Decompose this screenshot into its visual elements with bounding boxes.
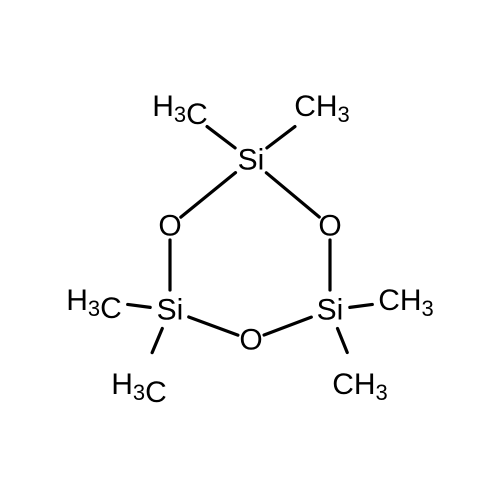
- atom-label: Si: [157, 294, 184, 327]
- atom-label: CH3: [332, 368, 388, 405]
- atom-label: CH3: [378, 284, 434, 321]
- bond: [338, 329, 348, 353]
- bond: [128, 304, 150, 307]
- molecule-diagram: Si O O Si Si O H3C CH3 H3C H3C CH3 CH3: [0, 0, 500, 500]
- bond: [181, 173, 236, 218]
- atom-label: H3C: [66, 284, 122, 325]
- bond: [264, 317, 311, 335]
- bond: [207, 127, 235, 148]
- atom-label: H3C: [152, 90, 208, 131]
- atom-label: Si: [317, 294, 344, 327]
- bond: [266, 173, 319, 217]
- bond: [189, 317, 238, 335]
- atom-label: Si: [238, 144, 265, 177]
- atom-label: O: [239, 324, 262, 357]
- atom-label: O: [318, 210, 341, 243]
- bond: [350, 304, 372, 307]
- atom-label: O: [158, 210, 181, 243]
- bond: [267, 127, 295, 148]
- atom-label: CH3: [294, 90, 350, 127]
- atom-label: H3C: [111, 368, 167, 409]
- bond: [152, 328, 162, 352]
